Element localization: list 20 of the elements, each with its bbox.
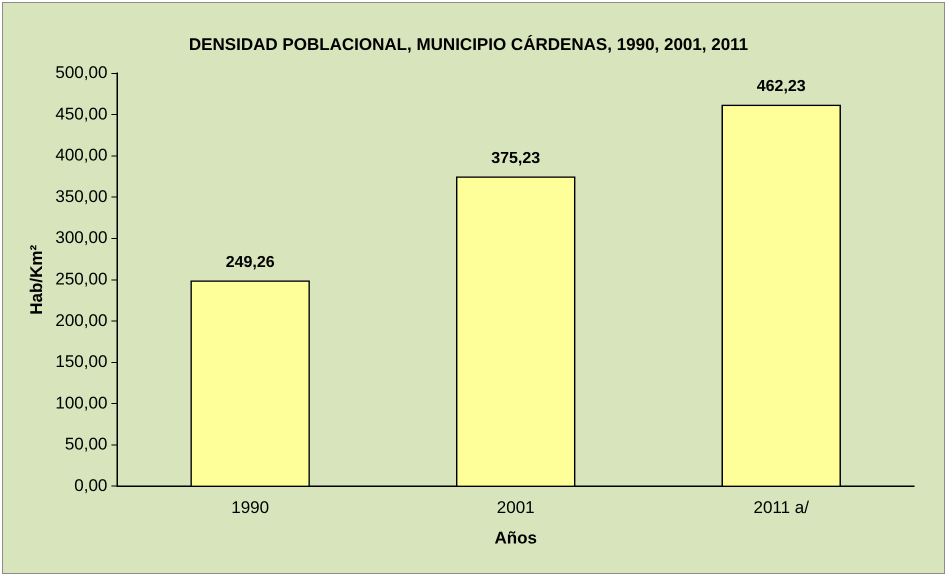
y-tick-label: 150,00 xyxy=(55,352,108,372)
chart-title: DENSIDAD POBLACIONAL, MUNICIPIO CÁRDENAS, 1990, 2001, 2011 xyxy=(188,34,748,54)
y-tick-label: 0,00 xyxy=(74,476,108,495)
y-axis-title: Hab/Km² xyxy=(26,244,46,315)
y-tick-label: 400,00 xyxy=(55,146,108,165)
y-tick-label: 250,00 xyxy=(55,269,108,288)
y-tick-label: 50,00 xyxy=(64,434,108,454)
data-label: 249,26 xyxy=(226,254,275,271)
y-tick-label: 300,00 xyxy=(55,228,108,248)
data-label: 375,23 xyxy=(491,150,540,167)
data-label: 462,23 xyxy=(756,78,806,95)
y-tick-label: 350,00 xyxy=(55,186,108,206)
y-tick-label: 500,00 xyxy=(55,63,108,82)
y-tick-label: 200,00 xyxy=(55,310,108,330)
y-tick-label: 450,00 xyxy=(55,104,108,124)
x-axis-title: Años xyxy=(494,528,537,548)
x-tick-label: 2011 a/ xyxy=(754,498,810,518)
y-tick-label: 100,00 xyxy=(55,393,108,412)
x-tick-label: 2001 xyxy=(496,498,535,518)
x-tick-label: 1990 xyxy=(231,498,270,518)
